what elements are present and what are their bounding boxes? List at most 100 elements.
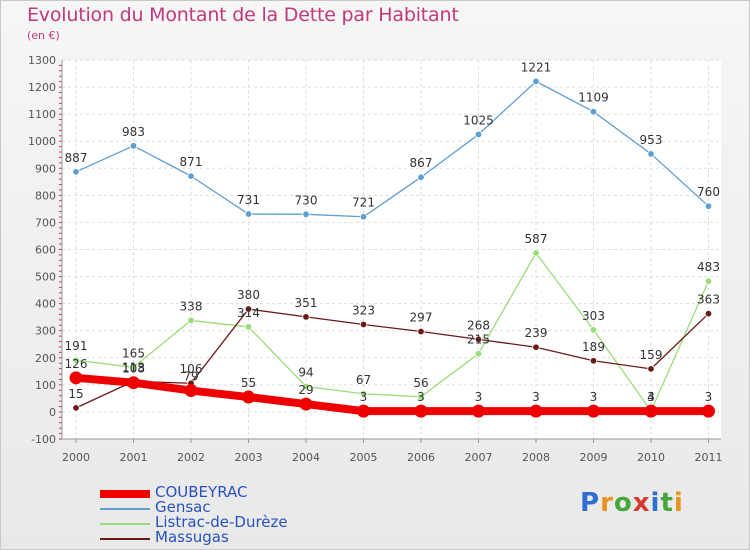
x-tick-label: 2011 <box>695 451 723 464</box>
data-label-listrac-de-dur-ze: 191 <box>65 339 88 353</box>
data-label-gensac: 867 <box>410 156 433 170</box>
data-label-coubeyrac: 55 <box>241 376 256 390</box>
logo-letter: t <box>660 488 674 518</box>
data-point-listrac-de-dur-ze <box>187 316 195 325</box>
data-label-gensac: 953 <box>640 133 663 147</box>
data-label-coubeyrac: 3 <box>475 390 483 404</box>
data-label-massugas: 15 <box>68 387 83 401</box>
data-label-massugas: 297 <box>410 311 433 325</box>
data-point-listrac-de-dur-ze <box>129 363 138 371</box>
data-point-massugas <box>417 327 425 336</box>
data-label-massugas: 363 <box>697 293 720 307</box>
legend-swatch-listrac <box>100 523 150 525</box>
legend-swatch-gensac <box>100 508 150 510</box>
data-label-coubeyrac: 3 <box>360 390 368 404</box>
logo-letter: o <box>613 488 633 518</box>
x-tick-label: 2008 <box>522 451 550 464</box>
data-label-coubeyrac: 3 <box>705 390 713 404</box>
y-tick-label: -100 <box>31 433 56 446</box>
data-point-listrac-de-dur-ze <box>704 277 713 285</box>
data-point-listrac-de-dur-ze <box>589 326 598 334</box>
x-tick-label: 2001 <box>120 451 148 464</box>
data-label-gensac: 983 <box>122 125 145 139</box>
data-point-coubeyrac <box>242 390 255 404</box>
series-line-massugas <box>75 308 710 409</box>
series-line-listrac-de-dur-ze <box>75 252 710 412</box>
data-point-listrac-de-dur-ze <box>302 382 310 391</box>
data-point-coubeyrac <box>357 404 370 418</box>
data-point-gensac <box>647 150 655 158</box>
y-tick-label: 500 <box>35 271 56 284</box>
x-tick-label: 2004 <box>292 451 320 464</box>
y-tick-label: 200 <box>35 352 56 365</box>
x-tick-label: 2003 <box>235 451 263 464</box>
data-label-gensac: 1221 <box>521 60 552 74</box>
data-point-coubeyrac <box>644 404 658 418</box>
data-point-listrac-de-dur-ze <box>532 249 540 257</box>
data-point-massugas <box>244 305 253 313</box>
data-label-listrac-de-dur-ze: 67 <box>356 373 371 387</box>
data-label-coubeyrac: 3 <box>647 390 655 404</box>
logo-letter: i <box>650 488 661 518</box>
x-tick-label: 2009 <box>580 451 608 464</box>
chart-title: Evolution du Montant de la Dette par Hab… <box>27 4 459 26</box>
data-label-listrac-de-dur-ze: 56 <box>413 376 428 390</box>
legend-label-gensac: Gensac <box>155 498 211 516</box>
data-label-massugas: 106 <box>180 362 203 376</box>
data-point-gensac <box>359 213 368 221</box>
data-point-listrac-de-dur-ze <box>72 356 80 364</box>
data-point-gensac <box>72 168 80 176</box>
data-label-massugas: 351 <box>295 296 318 310</box>
data-point-gensac <box>417 173 425 181</box>
y-tick-label: 300 <box>35 325 56 338</box>
logo-letter: i <box>673 488 684 518</box>
data-label-gensac: 1025 <box>463 113 494 127</box>
data-label-gensac: 887 <box>65 151 88 165</box>
data-point-gensac <box>244 210 253 218</box>
y-tick-label: 1200 <box>28 81 56 94</box>
data-label-massugas: 239 <box>525 326 548 340</box>
x-tick-label: 2006 <box>407 451 435 464</box>
data-label-gensac: 760 <box>697 185 720 199</box>
data-label-listrac-de-dur-ze: 94 <box>298 365 313 379</box>
data-label-massugas: 323 <box>352 303 375 317</box>
series-line-gensac <box>75 80 710 218</box>
line-chart: -100 0 100 200 300 400 500 600 700 800 900 1000 1100… <box>28 54 723 464</box>
data-point-gensac <box>474 130 483 139</box>
data-label-listrac-de-dur-ze: 314 <box>237 306 260 320</box>
data-label-coubeyrac: 3 <box>590 390 598 404</box>
proxiti-logo: Proxiti <box>580 488 684 518</box>
x-tick-label: 2002 <box>177 451 205 464</box>
data-label-coubeyrac: 108 <box>122 362 145 376</box>
data-label-coubeyrac: 126 <box>65 357 88 371</box>
data-point-gensac <box>704 202 713 210</box>
data-point-coubeyrac <box>587 404 600 418</box>
logo-letter: r <box>600 488 614 518</box>
data-label-coubeyrac: 3 <box>417 390 425 404</box>
y-tick-label: 700 <box>35 216 56 229</box>
data-point-massugas <box>647 365 655 373</box>
data-point-massugas <box>72 404 80 412</box>
data-point-coubeyrac <box>702 404 715 418</box>
data-label-listrac-de-dur-ze: 587 <box>525 232 548 246</box>
data-point-massugas <box>359 320 368 329</box>
data-point-gensac <box>302 210 310 219</box>
legend-label-massugas: Massugas <box>155 528 229 546</box>
data-point-coubeyrac <box>127 376 140 390</box>
series-line-coubeyrac <box>72 373 713 416</box>
data-label-listrac-de-dur-ze: 338 <box>180 299 203 313</box>
data-point-listrac-de-dur-ze <box>244 323 253 331</box>
data-point-listrac-de-dur-ze <box>359 390 368 398</box>
data-label-massugas: 159 <box>640 348 663 362</box>
data-point-listrac-de-dur-ze <box>474 350 483 358</box>
x-tick-label: 2010 <box>637 451 665 464</box>
y-tick-label: 800 <box>35 189 56 202</box>
legend-swatch-massugas <box>100 538 150 540</box>
data-point-massugas <box>589 357 598 365</box>
logo-letter: P <box>580 488 601 518</box>
data-point-coubeyrac <box>472 404 485 418</box>
y-tick-label: 900 <box>35 162 56 175</box>
legend-swatch-coubeyrac <box>100 490 150 498</box>
y-tick-label: 1100 <box>28 108 56 121</box>
data-label-gensac: 731 <box>237 193 260 207</box>
